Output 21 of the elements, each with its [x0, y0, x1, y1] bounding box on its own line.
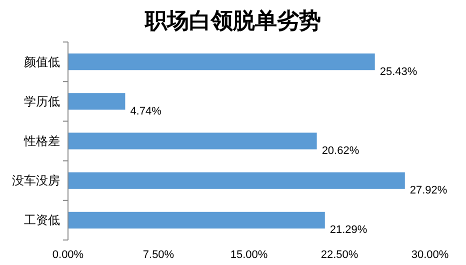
x-tick-label: 7.50% — [142, 249, 174, 261]
bar — [68, 93, 126, 110]
data-label: 27.92% — [410, 184, 448, 197]
x-tick-label: 30.00% — [411, 249, 449, 261]
y-tick-label: 颜值低 — [24, 54, 60, 69]
data-label: 4.74% — [130, 105, 162, 118]
y-tick-label: 工资低 — [24, 213, 60, 228]
x-tick-label: 15.00% — [230, 249, 268, 261]
bar — [68, 172, 405, 189]
y-tick-label: 没车没房 — [12, 174, 60, 188]
x-tick-label: 22.50% — [320, 249, 358, 261]
bar — [68, 212, 325, 229]
y-tick-label: 性格差 — [23, 134, 60, 148]
bar — [68, 132, 317, 150]
chart-title: 职场白领脱单劣势 — [144, 8, 321, 33]
bar — [68, 53, 375, 70]
x-tick-label: 0.00% — [52, 249, 84, 261]
data-label: 20.62% — [322, 145, 360, 157]
data-label: 21.29% — [330, 224, 368, 236]
data-label: 25.43% — [380, 66, 418, 78]
y-tick-label: 学历低 — [24, 94, 60, 108]
